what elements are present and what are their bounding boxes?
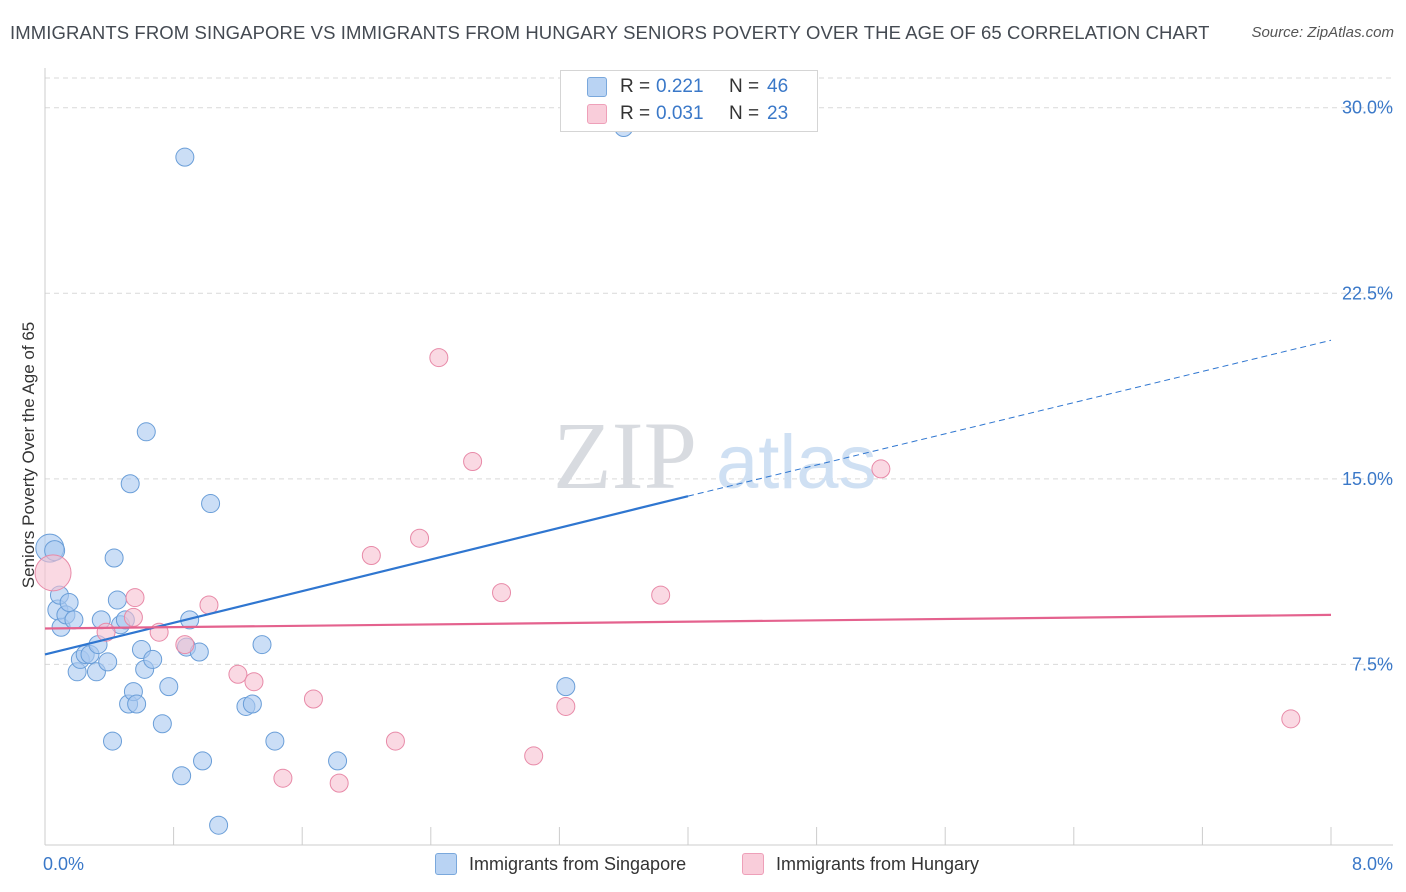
hungary-point	[385, 731, 405, 751]
singapore-point	[265, 731, 285, 751]
hungary-point	[125, 588, 145, 608]
hungary-point	[273, 768, 293, 788]
y-axis-label: Seniors Poverty Over the Age of 65	[19, 321, 38, 589]
watermark-atlas: atlas	[716, 420, 877, 505]
legend-n-value: 46	[767, 76, 789, 97]
hungary-point	[492, 583, 512, 603]
hungary-point	[228, 664, 248, 684]
hungary-point	[34, 554, 72, 592]
singapore-point	[136, 422, 156, 442]
hungary-point	[361, 546, 381, 566]
singapore-point	[127, 694, 147, 714]
hungary-point	[244, 672, 264, 692]
y-tick-label: 7.5%	[1352, 654, 1393, 674]
legend-label-hungary: Immigrants from Hungary	[776, 853, 980, 874]
legend-r-value: 0.221	[656, 76, 704, 97]
hungary-point	[303, 689, 323, 709]
hungary-point	[199, 595, 219, 615]
grid-lines	[45, 77, 1393, 665]
source-label: Source: ZipAtlas.com	[1251, 24, 1394, 41]
hungary-point	[556, 696, 576, 716]
hungary-point	[329, 773, 349, 793]
x-tick-label: 0.0%	[43, 854, 84, 874]
legend-label-singapore: Immigrants from Singapore	[469, 853, 687, 874]
y-tick-label: 30.0%	[1342, 98, 1393, 118]
singapore-point	[252, 635, 272, 655]
hungary-points	[34, 348, 1301, 793]
legend-n-label: N =	[729, 76, 760, 97]
singapore-point	[328, 751, 348, 771]
singapore-point	[242, 694, 262, 714]
legend-swatch-hungary	[742, 853, 764, 875]
legend-swatch-singapore	[587, 77, 607, 97]
legend-n-value: 23	[767, 103, 789, 124]
watermark-zip: ZIP	[553, 402, 697, 509]
hungary-point	[524, 746, 544, 766]
axes	[44, 68, 1393, 846]
singapore-trend-line	[44, 495, 689, 656]
singapore-points	[35, 117, 634, 835]
singapore-point	[159, 677, 179, 697]
singapore-point	[107, 590, 127, 610]
hungary-point	[871, 459, 891, 479]
singapore-point	[64, 610, 84, 630]
y-tick-label: 22.5%	[1342, 283, 1393, 303]
hungary-point	[123, 607, 143, 627]
legend-swatch-hungary	[587, 104, 607, 124]
singapore-point	[120, 474, 140, 494]
trend-lines	[44, 339, 1332, 656]
singapore-point	[143, 649, 163, 669]
legend-r-value: 0.031	[656, 103, 704, 124]
y-tick-label: 15.0%	[1342, 469, 1393, 489]
hungary-point	[429, 348, 449, 368]
chart-title: IMMIGRANTS FROM SINGAPORE VS IMMIGRANTS …	[10, 22, 1210, 43]
singapore-trend-extension	[687, 339, 1332, 497]
singapore-point	[98, 652, 118, 672]
singapore-point	[59, 593, 79, 613]
singapore-point	[201, 494, 221, 514]
hungary-point	[410, 528, 430, 548]
legend-swatch-singapore	[435, 853, 457, 875]
correlation-legend: R = 0.221 N = 46 R = 0.031 N = 23	[560, 70, 818, 132]
singapore-point	[556, 677, 576, 697]
x-tick-label: 8.0%	[1352, 854, 1393, 874]
singapore-point	[209, 815, 229, 835]
hungary-trend-line	[44, 613, 1332, 630]
singapore-point	[172, 766, 192, 786]
legend-r-label: R =	[620, 103, 651, 124]
singapore-point	[152, 714, 172, 734]
legend-n-label: N =	[729, 103, 760, 124]
singapore-point	[103, 731, 123, 751]
legend-item-singapore: Immigrants from Singapore	[435, 852, 686, 876]
singapore-point	[193, 751, 213, 771]
hungary-point	[1281, 709, 1301, 729]
hungary-point	[463, 452, 483, 471]
singapore-point	[175, 147, 195, 167]
hungary-point	[175, 635, 195, 655]
watermark: ZIP atlas	[553, 402, 877, 509]
legend-item-hungary: Immigrants from Hungary	[742, 852, 979, 876]
legend-r-label: R =	[620, 76, 651, 97]
hungary-point	[651, 585, 671, 605]
singapore-point	[104, 548, 124, 568]
tick-labels: 7.5% 15.0% 22.5% 30.0% 0.0% 8.0%	[43, 98, 1393, 874]
